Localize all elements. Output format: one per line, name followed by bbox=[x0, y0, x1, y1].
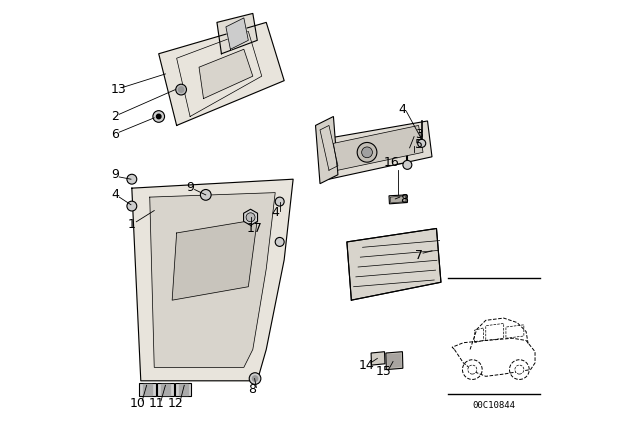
Text: 14: 14 bbox=[358, 358, 374, 372]
Polygon shape bbox=[140, 383, 156, 396]
Polygon shape bbox=[132, 179, 293, 381]
Polygon shape bbox=[388, 354, 401, 367]
Circle shape bbox=[463, 360, 482, 379]
Polygon shape bbox=[159, 22, 284, 125]
Circle shape bbox=[252, 376, 258, 381]
Circle shape bbox=[200, 190, 211, 200]
Text: 9: 9 bbox=[186, 181, 194, 194]
Polygon shape bbox=[371, 352, 385, 365]
Polygon shape bbox=[333, 125, 423, 170]
Text: 4: 4 bbox=[271, 206, 279, 220]
Circle shape bbox=[153, 111, 164, 122]
Text: 8: 8 bbox=[400, 193, 408, 206]
Circle shape bbox=[509, 360, 529, 379]
Text: 4: 4 bbox=[398, 103, 406, 116]
Text: 13: 13 bbox=[111, 83, 126, 96]
Circle shape bbox=[127, 174, 137, 184]
Text: 6: 6 bbox=[111, 128, 119, 141]
Text: 3: 3 bbox=[415, 128, 422, 141]
Polygon shape bbox=[143, 384, 152, 395]
Circle shape bbox=[179, 87, 184, 92]
Polygon shape bbox=[150, 193, 275, 367]
Text: 15: 15 bbox=[376, 365, 392, 379]
Polygon shape bbox=[175, 383, 191, 396]
Polygon shape bbox=[226, 18, 248, 49]
Text: 1: 1 bbox=[128, 217, 136, 231]
Polygon shape bbox=[244, 209, 257, 225]
Circle shape bbox=[468, 365, 477, 374]
Polygon shape bbox=[316, 116, 338, 184]
Polygon shape bbox=[161, 384, 170, 395]
Text: 4: 4 bbox=[111, 188, 119, 202]
Circle shape bbox=[357, 142, 377, 162]
Circle shape bbox=[275, 237, 284, 246]
Text: 12: 12 bbox=[168, 396, 184, 410]
Polygon shape bbox=[324, 121, 432, 179]
Circle shape bbox=[246, 213, 255, 222]
Text: 2: 2 bbox=[111, 110, 119, 123]
Polygon shape bbox=[217, 13, 257, 54]
Circle shape bbox=[249, 373, 261, 384]
Circle shape bbox=[418, 139, 426, 147]
Text: 8: 8 bbox=[248, 383, 256, 396]
Polygon shape bbox=[386, 352, 403, 370]
Polygon shape bbox=[199, 49, 253, 99]
Polygon shape bbox=[389, 195, 407, 204]
Circle shape bbox=[275, 197, 284, 206]
Text: 11: 11 bbox=[148, 396, 164, 410]
Text: 16: 16 bbox=[384, 155, 399, 169]
Polygon shape bbox=[390, 196, 406, 203]
Circle shape bbox=[176, 84, 186, 95]
Polygon shape bbox=[179, 384, 188, 395]
Text: 5: 5 bbox=[415, 138, 422, 151]
Circle shape bbox=[127, 201, 137, 211]
Circle shape bbox=[362, 147, 372, 158]
Text: 17: 17 bbox=[247, 222, 263, 235]
Text: 00C10844: 00C10844 bbox=[472, 401, 515, 410]
Polygon shape bbox=[157, 383, 173, 396]
Text: 9: 9 bbox=[111, 168, 119, 181]
Circle shape bbox=[157, 114, 161, 119]
Text: 10: 10 bbox=[130, 396, 146, 410]
Text: 7: 7 bbox=[415, 249, 422, 262]
Circle shape bbox=[403, 160, 412, 169]
Polygon shape bbox=[172, 220, 257, 300]
Polygon shape bbox=[347, 228, 441, 300]
Circle shape bbox=[515, 365, 524, 374]
